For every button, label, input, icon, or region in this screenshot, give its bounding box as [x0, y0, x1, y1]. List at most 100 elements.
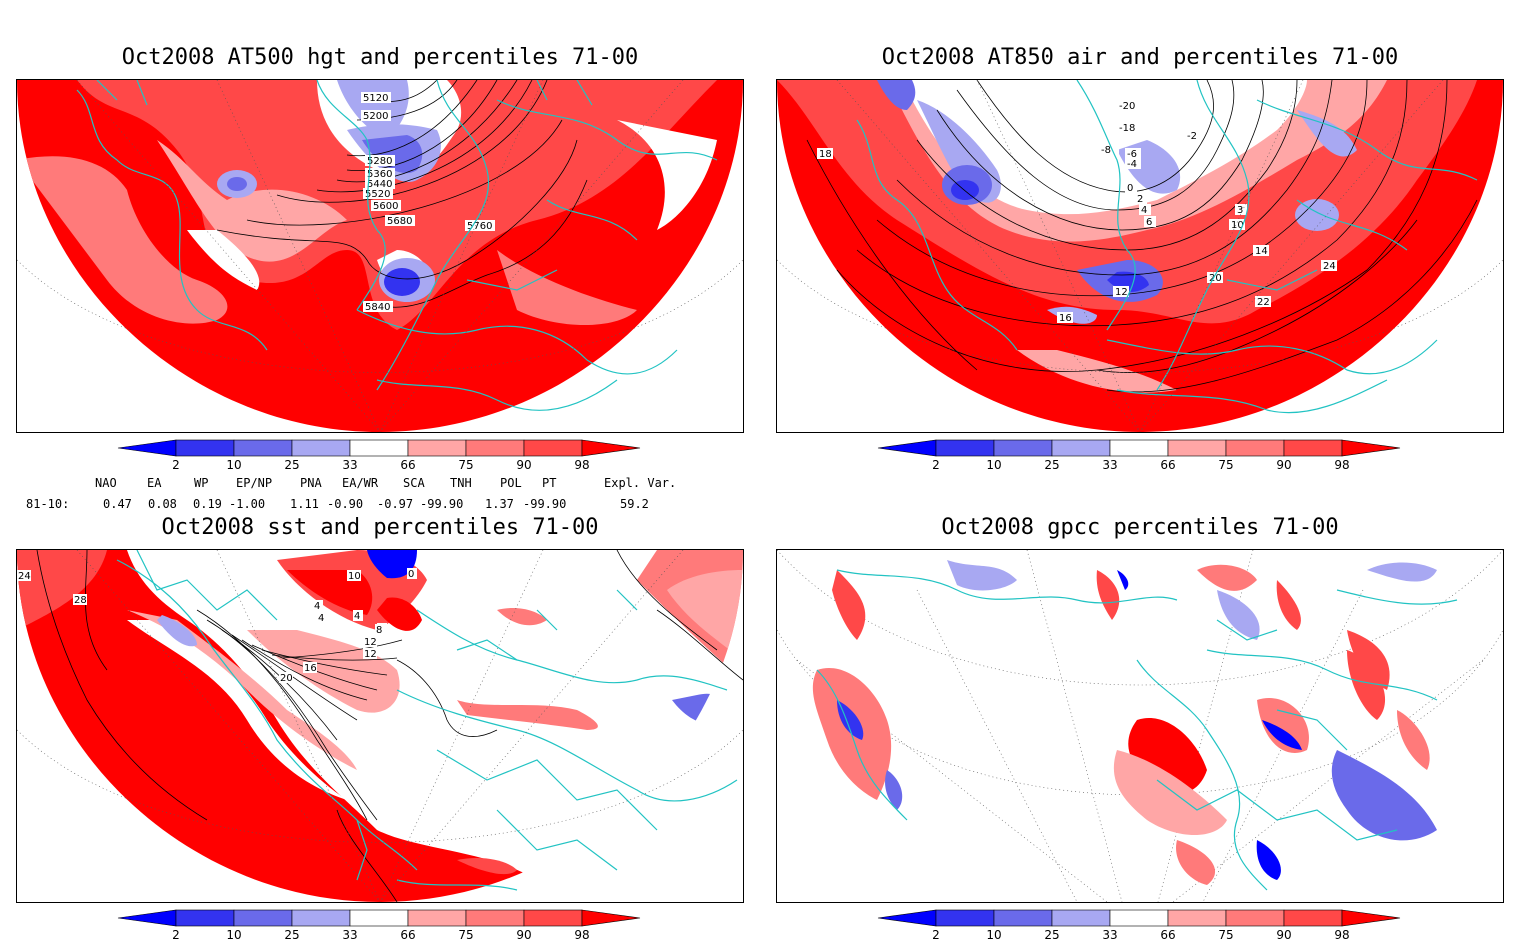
colorbar-segment: [1051, 909, 1111, 927]
contour-label: 10: [348, 571, 361, 582]
colorbar-tick-label: 2: [172, 458, 180, 472]
colorbar-tick-label: 90: [516, 928, 531, 940]
index-header: NAO: [95, 476, 117, 490]
contour-label: 3: [1237, 205, 1243, 216]
contour-label: 5600: [373, 201, 398, 212]
colorbar-tick-label: 33: [1102, 458, 1117, 472]
index-header: WP: [194, 476, 209, 490]
colorbar-arrow-high: [1341, 439, 1401, 457]
index-header: EP/NP: [236, 476, 273, 490]
index-value: -99.90: [420, 497, 464, 511]
precip-anomalies: [812, 560, 1437, 885]
contour-label: -6: [1127, 149, 1137, 160]
colorbar-segment: [407, 909, 467, 927]
map-panel-air850: -20 -18 -8 -6 -4 -2 0 2 4 6 3 10 12 14 1…: [776, 79, 1504, 433]
colorbar-sst: 2 10 25 33 66 75 90 98: [117, 909, 678, 940]
colorbar-segment: [523, 439, 583, 457]
colorbar-tick-label: 25: [284, 458, 299, 472]
index-value: 0.19: [193, 497, 222, 511]
colorbar-tick-label: 90: [516, 458, 531, 472]
contour-label: 5440: [367, 179, 392, 190]
index-header: TNH: [450, 476, 472, 490]
colorbar-hgt500: 2 10 25 33 66 75 90 98: [117, 439, 678, 472]
contour-label: 4: [354, 611, 360, 622]
coastlines: [76, 80, 718, 411]
index-value: 0.08: [148, 497, 177, 511]
panel-title-air850: Oct2008 AT850 air and percentiles 71-00: [881, 45, 1399, 70]
contour-label: 28: [74, 595, 87, 606]
contour-label: 0: [1127, 183, 1133, 194]
contour-label: 4: [314, 601, 320, 612]
colorbar-segment: [291, 909, 351, 927]
colorbar-segment: [935, 909, 995, 927]
contour-label: 22: [1257, 297, 1270, 308]
colorbar-tick-label: 25: [284, 928, 299, 940]
contour-label: 5280: [367, 156, 392, 167]
colorbar-segment: [175, 439, 235, 457]
colorbar-segment: [1283, 909, 1343, 927]
colorbar-segment: [349, 909, 409, 927]
index-value: 1.11: [290, 497, 319, 511]
colorbar-tick-label: 33: [342, 458, 357, 472]
contour-label: 14: [1255, 246, 1268, 257]
colorbar-tick-label: 75: [458, 458, 473, 472]
contour-label: -8: [1101, 145, 1111, 156]
contour-label: 5760: [467, 221, 492, 232]
index-value: -99.90: [523, 497, 567, 511]
contour-label: 5840: [365, 302, 390, 313]
contour-label: 8: [376, 625, 382, 636]
colorbar-tick-label: 75: [1218, 928, 1233, 940]
colorbar-segment: [993, 909, 1053, 927]
contour-label: 5520: [365, 189, 390, 200]
graticule: [17, 80, 743, 432]
contour-label: 16: [304, 663, 317, 674]
colorbar-gpcc: 2 10 25 33 66 75 90 98: [877, 909, 1438, 940]
index-value: -0.97: [377, 497, 414, 511]
colorbar-tick-label: 33: [342, 928, 357, 940]
contour-label: 18: [819, 149, 832, 160]
colorbar-tick-label: 98: [574, 928, 589, 940]
index-header: POL: [500, 476, 522, 490]
contour-label: 5680: [387, 216, 412, 227]
map-panel-gpcc: [776, 549, 1504, 903]
colorbar-tick-label: 90: [1276, 458, 1291, 472]
coastlines: [116, 550, 738, 891]
colorbar-segment: [175, 909, 235, 927]
contour-label: 10: [1231, 220, 1244, 231]
indices-table: NAO EA WP EP/NP PNA EA/WR SCA TNH POL PT…: [0, 476, 760, 516]
colorbar-arrow-high: [581, 909, 641, 927]
colorbar-air850: 2 10 25 33 66 75 90 98: [877, 439, 1438, 472]
colorbar-arrow-high: [581, 439, 641, 457]
colorbar-tick-label: 66: [1160, 458, 1175, 472]
index-header: EA: [147, 476, 162, 490]
colorbar-segment: [1167, 909, 1227, 927]
graticule: [777, 550, 1503, 902]
colorbar-segment: [291, 439, 351, 457]
index-value: -1.00: [229, 497, 266, 511]
colorbar-arrow-low: [117, 439, 177, 457]
colorbar-segment: [465, 439, 525, 457]
colorbar-tick-label: 2: [172, 928, 180, 940]
colorbar-arrow-high: [1341, 909, 1401, 927]
colorbar-segment: [349, 439, 409, 457]
index-header: PT: [542, 476, 557, 490]
panel-title-hgt500: Oct2008 AT500 hgt and percentiles 71-00: [121, 45, 639, 70]
contour-label: 6: [1146, 217, 1152, 228]
contour-label: -2: [1187, 131, 1197, 142]
map-panel-sst: 24 28 0 4 8 12 16 20 10 4 4 8 12: [16, 549, 744, 903]
index-header: EA/WR: [342, 476, 379, 490]
map-panel-hgt500: 5120 5200 5280 5360 5440 5520 5600 5680 …: [16, 79, 744, 433]
contour-label: -4: [1127, 159, 1137, 170]
colorbar-tick-label: 98: [1334, 928, 1349, 940]
colorbar-tick-label: 10: [226, 928, 241, 940]
contour-label: 0: [408, 569, 414, 580]
colorbar-tick-label: 25: [1044, 458, 1059, 472]
colorbar-tick-label: 66: [400, 458, 415, 472]
contour-label: 20: [280, 673, 293, 684]
colorbar-tick-label: 2: [932, 928, 940, 940]
colorbar-segment: [1051, 439, 1111, 457]
graticule: [17, 550, 743, 902]
contour-label: -20: [1119, 101, 1135, 112]
colorbar-tick-label: 98: [1334, 458, 1349, 472]
index-row-label: 81-10:: [26, 497, 70, 511]
